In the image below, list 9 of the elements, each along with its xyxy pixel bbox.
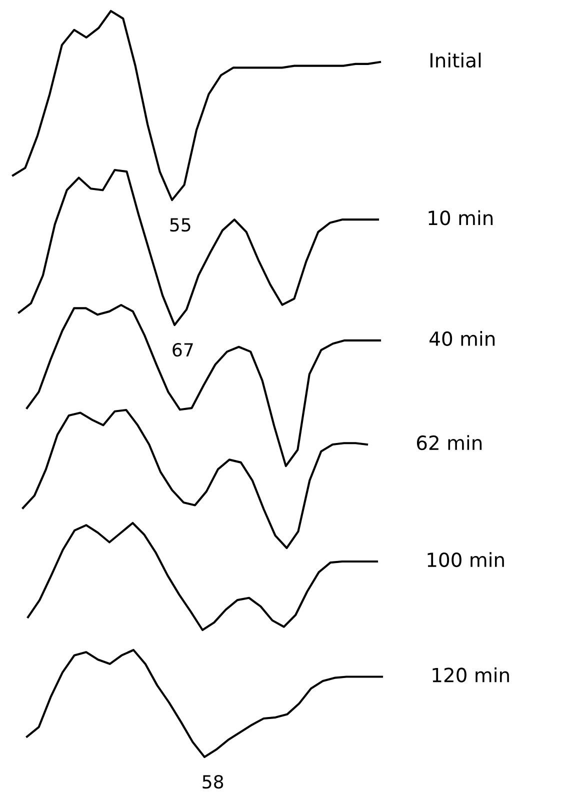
- text: 120 min: [432, 667, 509, 682]
- text: 58: [202, 774, 224, 789]
- annotation: 55: [170, 218, 190, 232]
- annotation: 67: [172, 342, 193, 357]
- text: 40 min: [430, 331, 495, 346]
- text: 62 min: [416, 435, 482, 450]
- text: 100 min: [428, 552, 504, 568]
- text: Initial: [430, 52, 481, 68]
- text: 10 min: [428, 210, 493, 226]
